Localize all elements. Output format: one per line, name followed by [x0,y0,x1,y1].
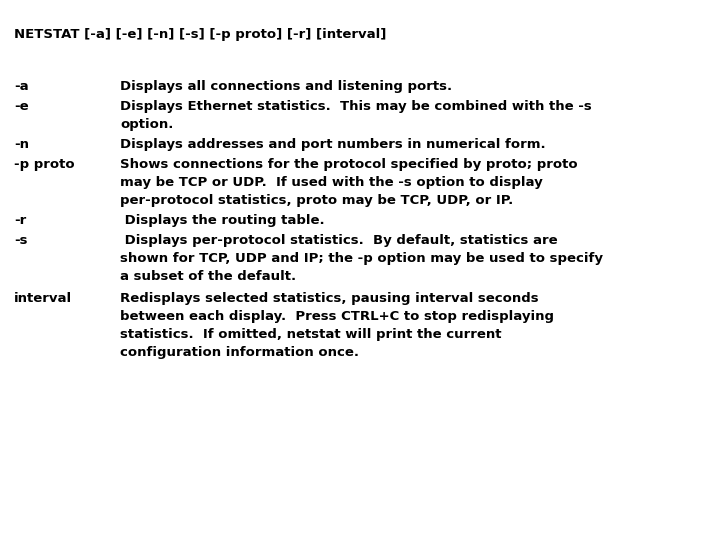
Text: -n: -n [14,138,29,151]
Text: -e: -e [14,100,29,113]
Text: -p proto: -p proto [14,158,75,171]
Text: NETSTAT [-a] [-e] [-n] [-s] [-p proto] [-r] [interval]: NETSTAT [-a] [-e] [-n] [-s] [-p proto] [… [14,28,387,41]
Text: shown for TCP, UDP and IP; the -p option may be used to specify: shown for TCP, UDP and IP; the -p option… [120,252,603,265]
Text: -r: -r [14,214,26,227]
Text: -a: -a [14,80,29,93]
Text: option.: option. [120,118,174,131]
Text: Displays addresses and port numbers in numerical form.: Displays addresses and port numbers in n… [120,138,546,151]
Text: Displays Ethernet statistics.  This may be combined with the -s: Displays Ethernet statistics. This may b… [120,100,592,113]
Text: interval: interval [14,292,72,305]
Text: Displays all connections and listening ports.: Displays all connections and listening p… [120,80,452,93]
Text: a subset of the default.: a subset of the default. [120,270,296,283]
Text: -s: -s [14,234,27,247]
Text: between each display.  Press CTRL+C to stop redisplaying: between each display. Press CTRL+C to st… [120,310,554,323]
Text: Displays the routing table.: Displays the routing table. [120,214,325,227]
Text: configuration information once.: configuration information once. [120,346,359,359]
Text: Redisplays selected statistics, pausing interval seconds: Redisplays selected statistics, pausing … [120,292,539,305]
Text: Shows connections for the protocol specified by proto; proto: Shows connections for the protocol speci… [120,158,577,171]
Text: may be TCP or UDP.  If used with the -s option to display: may be TCP or UDP. If used with the -s o… [120,176,543,189]
Text: statistics.  If omitted, netstat will print the current: statistics. If omitted, netstat will pri… [120,328,502,341]
Text: per-protocol statistics, proto may be TCP, UDP, or IP.: per-protocol statistics, proto may be TC… [120,194,513,207]
Text: Displays per-protocol statistics.  By default, statistics are: Displays per-protocol statistics. By def… [120,234,557,247]
